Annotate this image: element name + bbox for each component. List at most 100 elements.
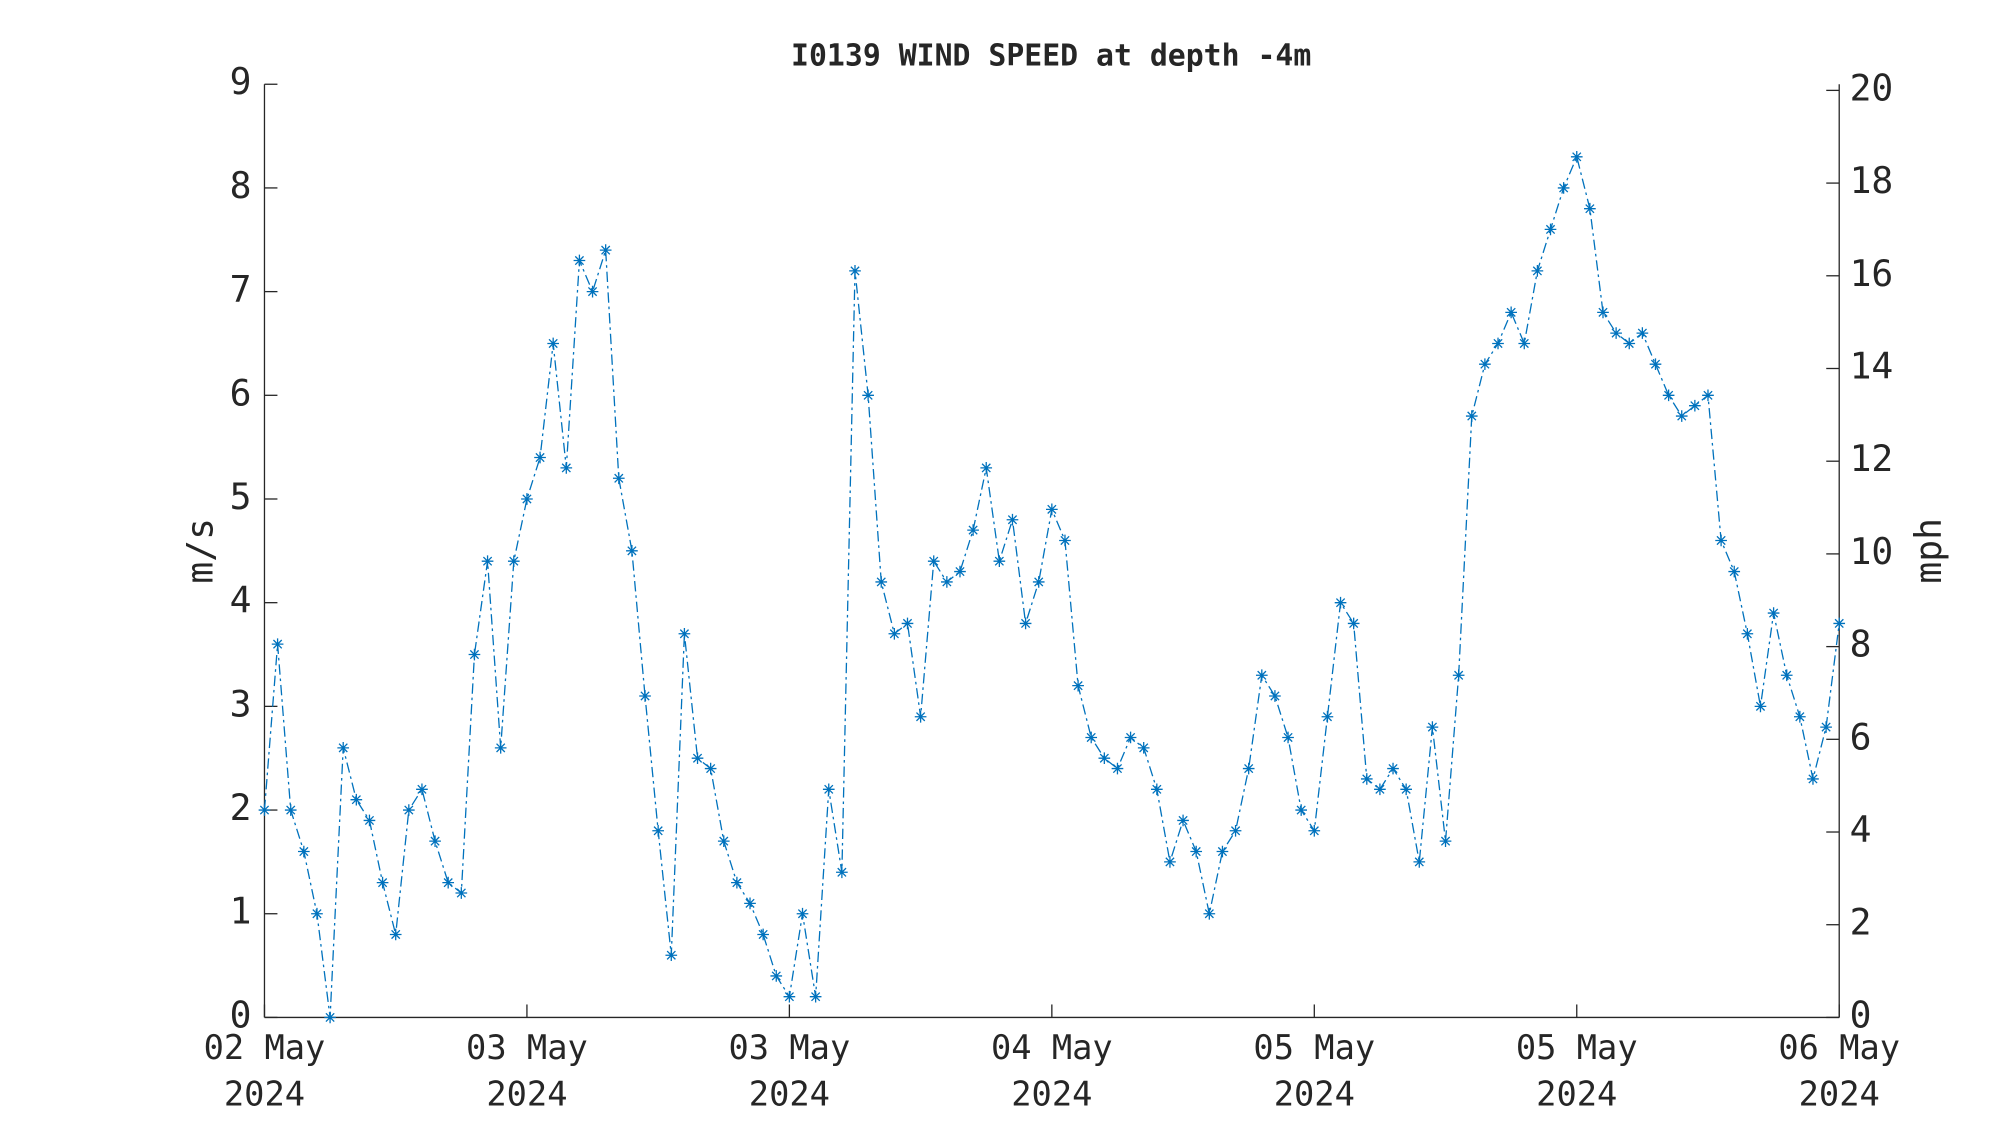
data-marker: [914, 710, 927, 723]
data-marker: [993, 555, 1006, 568]
data-marker: [416, 783, 428, 796]
data-marker: [1137, 742, 1150, 754]
x-tick-label: 05 May 2024: [1515, 1029, 1638, 1115]
data-marker: [1321, 710, 1334, 723]
data-marker: [1413, 856, 1426, 868]
x-tick-label-box: 03 May 2024: [729, 1029, 851, 1115]
x-tick-label-box: 03 May 2024: [466, 1029, 588, 1115]
data-marker: [678, 627, 691, 640]
data-marker: [1479, 358, 1491, 371]
y-tick-label: 3: [230, 682, 252, 725]
data-marker: [967, 524, 979, 536]
x-tick-label-box: 05 May 2024: [1515, 1029, 1638, 1115]
data-marker: [1150, 783, 1163, 796]
data-marker: [1177, 814, 1189, 827]
data-marker: [337, 742, 350, 754]
data-marker: [1439, 835, 1452, 847]
data-marker: [1032, 576, 1045, 588]
data-marker: [941, 576, 953, 588]
data-marker: [1269, 690, 1281, 702]
data-marker: [1360, 773, 1373, 785]
data-marker: [507, 555, 520, 568]
data-marker: [1820, 721, 1832, 733]
data-marker: [626, 545, 638, 557]
data-marker: [586, 285, 599, 298]
data-marker: [1649, 358, 1662, 371]
data-marker: [455, 887, 468, 899]
y-tick-label: 2: [230, 786, 252, 829]
data-marker: [1754, 700, 1767, 713]
data-marker: [1295, 804, 1308, 816]
data-marker: [271, 638, 284, 650]
data-marker: [809, 990, 822, 1003]
data-marker: [350, 793, 363, 806]
data-marker: [1387, 762, 1399, 775]
data-marker: [1098, 752, 1111, 765]
x-tick-label-box: 05 May 2024: [1253, 1029, 1375, 1115]
data-marker: [429, 835, 441, 847]
data-marker: [836, 866, 848, 879]
data-marker: [1452, 669, 1465, 682]
data-marker: [744, 897, 756, 910]
data-marker: [980, 462, 993, 474]
data-marker: [927, 555, 940, 568]
y-tick-label: 5: [230, 475, 252, 518]
data-marker: [1675, 410, 1688, 422]
y-tick-label: 4: [230, 579, 252, 622]
data-marker: [1702, 389, 1714, 402]
data-marker: [704, 762, 717, 775]
data-marker: [1374, 783, 1386, 796]
y2-tick-label: 14: [1850, 344, 1894, 387]
data-marker: [665, 949, 678, 962]
data-marker: [888, 627, 901, 640]
data-marker: [547, 337, 560, 350]
data-marker: [1164, 856, 1176, 868]
data-marker: [1741, 627, 1754, 640]
chart-title: I0139 WIND SPEED at depth -4m: [791, 39, 1311, 74]
data-marker: [1072, 679, 1084, 692]
data-marker: [770, 970, 783, 982]
x-tick-label: 06 May 2024: [1778, 1029, 1901, 1115]
data-marker: [849, 265, 861, 277]
y-tick-label: 7: [230, 268, 252, 311]
data-marker: [494, 742, 507, 754]
data-marker: [363, 814, 376, 827]
y-tick-label: 6: [230, 371, 252, 414]
data-marker: [324, 1011, 336, 1024]
data-marker: [298, 845, 310, 858]
y2-tick-label: 6: [1850, 715, 1872, 758]
data-marker: [1662, 389, 1675, 402]
data-marker: [1111, 762, 1124, 775]
data-marker: [652, 824, 664, 837]
data-marker: [389, 928, 402, 941]
data-marker: [1046, 503, 1058, 516]
data-marker: [521, 493, 533, 505]
data-marker: [1544, 223, 1557, 236]
data-marker: [376, 876, 389, 889]
data-marker: [258, 804, 271, 816]
y2-tick-label: 16: [1850, 252, 1894, 295]
data-marker: [1833, 617, 1846, 630]
data-marker: [442, 876, 455, 889]
data-marker: [1610, 327, 1622, 339]
y-tick-label: 0: [230, 993, 252, 1036]
data-marker: [599, 244, 612, 256]
x-tick-label: 03 May 2024: [466, 1029, 588, 1115]
x-tick-label-box: 04 May 2024: [991, 1029, 1113, 1115]
data-marker: [901, 617, 914, 630]
data-marker: [822, 783, 835, 796]
data-marker: [1531, 265, 1544, 277]
data-marker: [1282, 731, 1294, 744]
data-marker: [1190, 845, 1203, 858]
x-tick-label-box: 06 May 2024: [1778, 1029, 1901, 1115]
y-tick-label: 8: [230, 164, 252, 207]
data-marker: [1229, 824, 1242, 837]
data-marker: [1807, 773, 1819, 785]
data-marker: [1780, 669, 1793, 682]
data-marker: [311, 907, 323, 920]
y-tick-label: 9: [230, 60, 252, 103]
y2-tick-label: 12: [1850, 437, 1894, 480]
data-marker: [1308, 824, 1321, 837]
data-marker: [1059, 534, 1071, 547]
